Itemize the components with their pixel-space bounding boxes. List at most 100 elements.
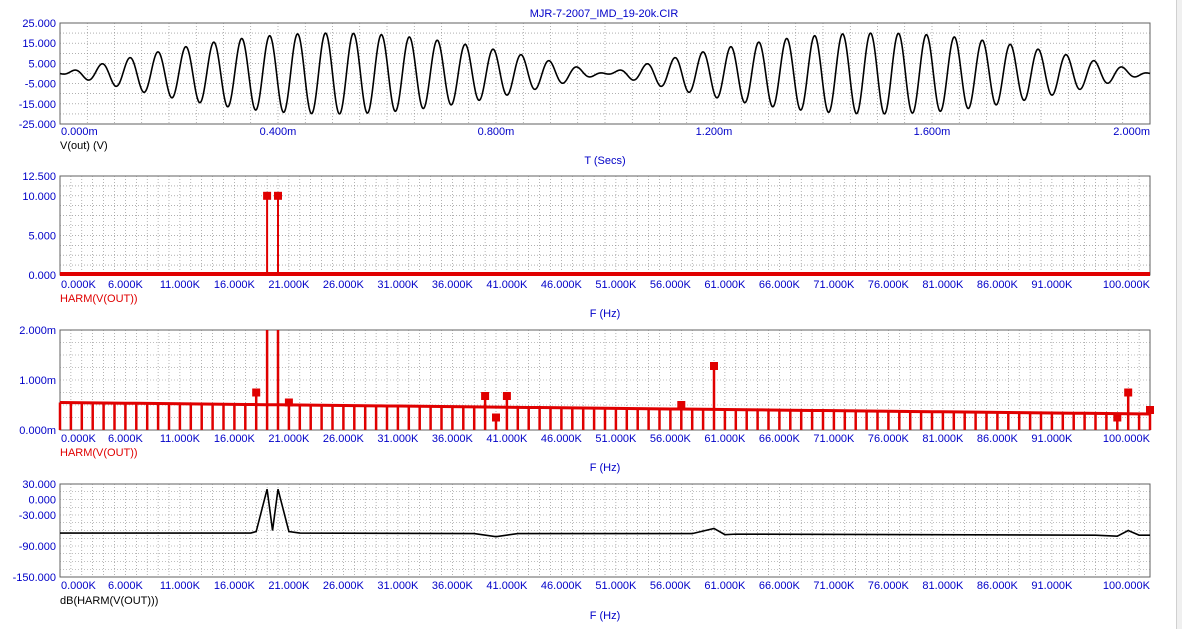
harmonic-envelope <box>59 401 1151 416</box>
x-tick-label: 71.000K <box>813 279 855 291</box>
y-tick-label: 5.000 <box>28 58 56 70</box>
y-tick-label: -150.000 <box>13 572 56 584</box>
x-tick-label: 61.000K <box>704 279 746 291</box>
x-tick-label: 11.000K <box>160 580 201 592</box>
x-tick-label: 46.000K <box>541 279 583 291</box>
x-tick-label: 16.000K <box>214 580 256 592</box>
x-tick-label: 86.000K <box>977 580 1019 592</box>
x-tick-label: 91.000K <box>1031 580 1073 592</box>
x-tick-label: 81.000K <box>922 580 964 592</box>
x-tick-label: 56.000K <box>650 433 692 445</box>
vertical-scrollbar[interactable] <box>1176 0 1182 629</box>
x-tick-label: 56.000K <box>650 279 692 291</box>
x-tick-label: 41.000K <box>486 433 528 445</box>
y-tick-label: 2.000m <box>19 325 56 337</box>
x-tick-label: 66.000K <box>759 433 801 445</box>
y-tick-label: 0.000m <box>19 425 56 437</box>
x-tick-label: 46.000K <box>541 433 583 445</box>
x-tick-label: 76.000K <box>868 279 910 291</box>
x-tick-label: 81.000K <box>922 279 964 291</box>
y-tick-label: 12.500 <box>22 171 56 183</box>
harmonic-marker <box>677 401 686 409</box>
y-tick-label: 5.000 <box>28 230 56 242</box>
x-tick-label: 16.000K <box>214 279 256 291</box>
x-tick-label: 0.000K <box>61 279 97 291</box>
x-tick-label: 100.000K <box>1103 580 1151 592</box>
waveform-trace <box>59 32 1151 115</box>
x-tick-label: 1.200m <box>696 126 733 138</box>
harmonic-marker <box>274 191 282 200</box>
x-tick-label: 46.000K <box>541 580 583 592</box>
x-tick-label: 76.000K <box>868 580 910 592</box>
y-tick-label: -5.000 <box>25 79 56 91</box>
x-tick-label: 11.000K <box>160 279 201 291</box>
harmonic-marker <box>1124 388 1133 397</box>
x-tick-label: 26.000K <box>323 433 365 445</box>
x-tick-label: 71.000K <box>813 433 855 445</box>
x-tick-label: 21.000K <box>268 433 310 445</box>
x-axis-label: F (Hz) <box>590 462 621 474</box>
x-tick-label: 16.000K <box>214 433 256 445</box>
x-tick-label: 66.000K <box>759 580 801 592</box>
x-tick-label: 100.000K <box>1103 279 1151 291</box>
trace-label: HARM(V(OUT)) <box>60 447 138 459</box>
x-axis-label: F (Hz) <box>590 610 621 622</box>
x-tick-label: 31.000K <box>377 580 419 592</box>
x-tick-label: 2.000m <box>1113 126 1150 138</box>
x-tick-label: 51.000K <box>595 433 637 445</box>
x-tick-label: 61.000K <box>704 433 746 445</box>
x-tick-label: 26.000K <box>323 580 365 592</box>
x-tick-label: 100.000K <box>1103 433 1151 445</box>
harmonic-marker <box>1113 413 1122 422</box>
x-tick-label: 6.000K <box>108 433 144 445</box>
x-tick-label: 36.000K <box>432 433 474 445</box>
trace-label: dB(HARM(V(OUT))) <box>60 595 158 607</box>
x-axis-label: F (Hz) <box>590 308 621 320</box>
x-tick-label: 0.000K <box>61 580 97 592</box>
x-tick-label: 56.000K <box>650 580 692 592</box>
x-tick-label: 76.000K <box>868 433 910 445</box>
harmonic-marker <box>481 392 490 400</box>
db-trace <box>60 488 1150 538</box>
chart-title: MJR-7-2007_IMD_19-20k.CIR <box>530 8 679 20</box>
y-tick-label: -25.000 <box>19 119 56 131</box>
x-tick-label: 6.000K <box>108 580 144 592</box>
x-tick-label: 41.000K <box>486 279 528 291</box>
x-tick-label: 86.000K <box>977 433 1019 445</box>
x-tick-label: 51.000K <box>595 580 637 592</box>
y-tick-label: 15.000 <box>22 38 56 50</box>
x-tick-label: 31.000K <box>377 279 419 291</box>
x-tick-label: 41.000K <box>486 580 528 592</box>
x-tick-label: 21.000K <box>268 279 310 291</box>
panel-harmonics-db <box>59 483 1151 578</box>
harmonic-marker <box>252 388 261 397</box>
harmonic-marker <box>263 191 272 200</box>
x-tick-label: 6.000K <box>108 279 144 291</box>
x-tick-label: 36.000K <box>432 279 474 291</box>
x-tick-label: 21.000K <box>268 580 310 592</box>
trace-label: HARM(V(OUT)) <box>60 293 138 305</box>
x-tick-label: 26.000K <box>323 279 365 291</box>
x-tick-label: 51.000K <box>595 279 637 291</box>
harmonic-marker <box>492 413 500 422</box>
harmonic-marker <box>502 392 511 400</box>
x-tick-label: 36.000K <box>432 580 474 592</box>
harmonic-marker <box>1146 406 1154 414</box>
y-tick-label: -90.000 <box>19 541 56 553</box>
x-tick-label: 91.000K <box>1031 433 1073 445</box>
x-tick-label: 0.000m <box>61 126 98 138</box>
x-tick-label: 0.800m <box>478 126 515 138</box>
x-tick-label: 11.000K <box>160 433 201 445</box>
x-axis-label: T (Secs) <box>584 155 625 167</box>
y-tick-label: 0.000 <box>28 495 56 507</box>
y-tick-label: 25.000 <box>22 18 56 30</box>
y-tick-label: 30.000 <box>22 479 56 491</box>
x-tick-label: 81.000K <box>922 433 964 445</box>
y-tick-label: -30.000 <box>19 510 56 522</box>
x-tick-label: 71.000K <box>813 580 855 592</box>
trace-label: V(out) (V) <box>60 140 108 152</box>
x-tick-label: 61.000K <box>704 580 746 592</box>
x-tick-label: 31.000K <box>377 433 419 445</box>
